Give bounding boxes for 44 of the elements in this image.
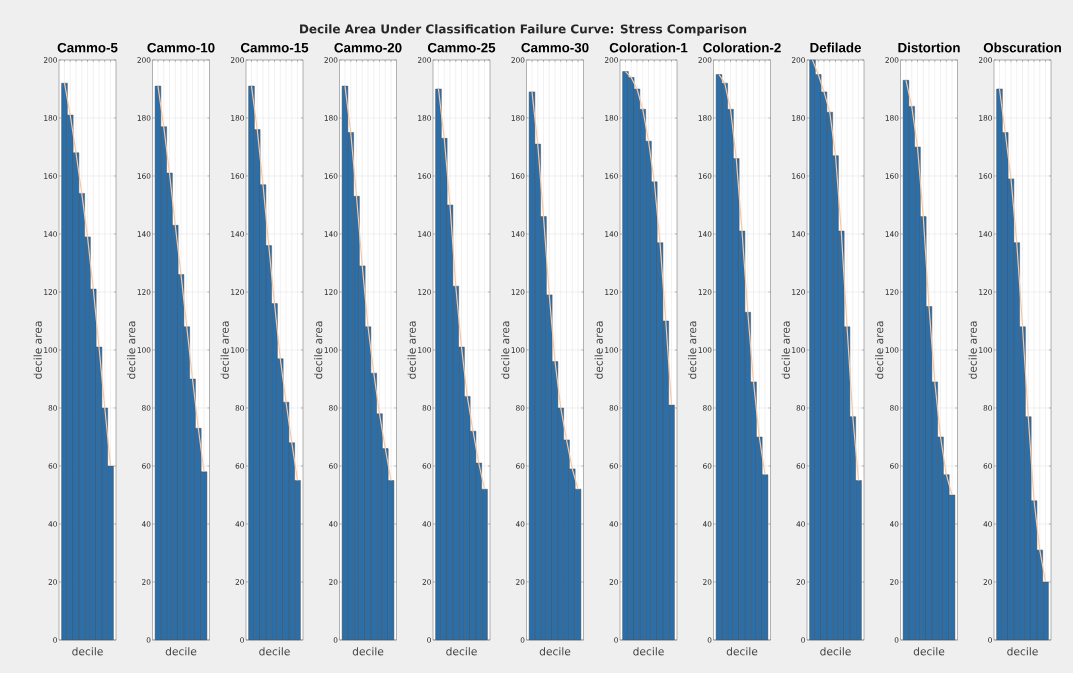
y-axis-title: decile area — [127, 321, 136, 379]
line-series — [718, 73, 766, 476]
x-axis-title: decile — [913, 647, 945, 656]
x-axis-title: decile — [726, 647, 758, 656]
line-series — [905, 79, 953, 496]
chart-title: Cammo-30 — [521, 42, 589, 53]
y-axis-title: decile area — [688, 321, 697, 379]
x-axis-title: decile — [352, 647, 384, 656]
line-series — [998, 88, 1047, 583]
x-axis-title: decile — [72, 647, 103, 656]
y-axis-title: decile area — [501, 321, 510, 379]
chart-title: Cammo-5 — [57, 42, 118, 53]
y-axis-title: decile area — [875, 321, 884, 379]
line-series — [250, 85, 299, 482]
x-axis-title: decile — [165, 647, 197, 656]
chart-title: Cammo-15 — [240, 42, 309, 53]
chart-title: Cammo-20 — [334, 42, 402, 53]
y-axis-title: decile area — [33, 321, 42, 379]
line-series — [811, 59, 860, 482]
y-axis-title: decile area — [407, 321, 416, 379]
x-axis-title: decile — [446, 647, 477, 656]
y-axis-title: decile area — [968, 321, 977, 379]
x-axis-title: decile — [259, 647, 290, 656]
line-series — [63, 82, 112, 467]
x-axis-title: decile — [539, 647, 571, 656]
chart-title: Defilade — [810, 42, 861, 53]
x-axis-title: decile — [820, 647, 851, 656]
chart-title: Coloration-1 — [609, 42, 688, 53]
x-axis-title: decile — [633, 647, 664, 656]
line-series — [344, 85, 392, 482]
y-axis-title: decile area — [314, 321, 323, 379]
chart-title: Cammo-10 — [147, 42, 215, 53]
y-axis-title: decile area — [594, 321, 603, 379]
x-axis-title: decile — [1007, 647, 1038, 656]
line-series — [624, 70, 673, 406]
line-series — [531, 91, 579, 490]
text: Decile Area Under Classification Failure Curve: Stress Comparison — [300, 24, 747, 36]
chart-title: Distortion — [898, 42, 960, 53]
chart-title: Obscuration — [983, 42, 1061, 53]
line-series — [437, 88, 486, 490]
chart-title: Coloration-2 — [703, 42, 781, 53]
y-axis-title: decile area — [781, 321, 790, 379]
chart-title: Cammo-25 — [427, 42, 496, 53]
y-axis-title: decile area — [220, 321, 229, 379]
